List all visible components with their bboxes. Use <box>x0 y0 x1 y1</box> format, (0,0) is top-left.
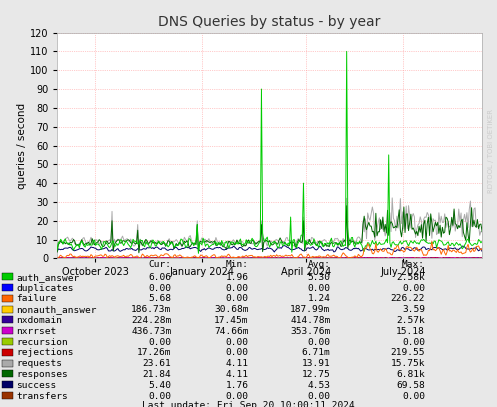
Text: 0.00: 0.00 <box>149 284 171 293</box>
Title: DNS Queries by status - by year: DNS Queries by status - by year <box>159 15 381 28</box>
Text: nonauth_answer: nonauth_answer <box>16 305 96 314</box>
Text: Min:: Min: <box>226 260 248 269</box>
Text: 17.26m: 17.26m <box>137 348 171 357</box>
Text: 414.78m: 414.78m <box>290 316 331 325</box>
Text: 12.75: 12.75 <box>302 370 331 379</box>
Text: 187.99m: 187.99m <box>290 305 331 314</box>
Y-axis label: queries / second: queries / second <box>17 103 27 188</box>
Text: 0.00: 0.00 <box>226 348 248 357</box>
Text: failure: failure <box>16 294 56 304</box>
Text: RDTOOL / TOBI OETIKER: RDTOOL / TOBI OETIKER <box>488 109 494 193</box>
Text: responses: responses <box>16 370 68 379</box>
Text: 6.71m: 6.71m <box>302 348 331 357</box>
Text: requests: requests <box>16 359 62 368</box>
Text: 2.58k: 2.58k <box>396 273 425 282</box>
Text: 1.24: 1.24 <box>308 294 331 304</box>
Text: 69.58: 69.58 <box>396 381 425 390</box>
Text: transfers: transfers <box>16 392 68 400</box>
Text: 6.81k: 6.81k <box>396 370 425 379</box>
Text: 1.96: 1.96 <box>226 273 248 282</box>
Text: 5.30: 5.30 <box>308 273 331 282</box>
Text: nxrrset: nxrrset <box>16 327 56 336</box>
Text: 15.75k: 15.75k <box>391 359 425 368</box>
Text: 4.11: 4.11 <box>226 359 248 368</box>
Text: 21.84: 21.84 <box>143 370 171 379</box>
Text: 0.00: 0.00 <box>308 337 331 347</box>
Text: 74.66m: 74.66m <box>214 327 248 336</box>
Text: 0.00: 0.00 <box>308 284 331 293</box>
Text: 0.00: 0.00 <box>402 284 425 293</box>
Text: nxdomain: nxdomain <box>16 316 62 325</box>
Text: success: success <box>16 381 56 390</box>
Text: 0.00: 0.00 <box>226 337 248 347</box>
Text: 0.00: 0.00 <box>402 392 425 400</box>
Text: Last update: Fri Sep 20 10:00:11 2024: Last update: Fri Sep 20 10:00:11 2024 <box>142 401 355 407</box>
Text: 0.00: 0.00 <box>149 337 171 347</box>
Text: recursion: recursion <box>16 337 68 347</box>
Text: 5.68: 5.68 <box>149 294 171 304</box>
Text: 15.18: 15.18 <box>396 327 425 336</box>
Text: 0.00: 0.00 <box>226 392 248 400</box>
Text: 30.68m: 30.68m <box>214 305 248 314</box>
Text: 0.00: 0.00 <box>308 392 331 400</box>
Text: Cur:: Cur: <box>149 260 171 269</box>
Text: 13.91: 13.91 <box>302 359 331 368</box>
Text: Avg:: Avg: <box>308 260 331 269</box>
Text: 3.59: 3.59 <box>402 305 425 314</box>
Text: 219.55: 219.55 <box>391 348 425 357</box>
Text: 4.11: 4.11 <box>226 370 248 379</box>
Text: 2.57k: 2.57k <box>396 316 425 325</box>
Text: 17.45m: 17.45m <box>214 316 248 325</box>
Text: 226.22: 226.22 <box>391 294 425 304</box>
Text: rejections: rejections <box>16 348 74 357</box>
Text: 0.00: 0.00 <box>226 294 248 304</box>
Text: 23.61: 23.61 <box>143 359 171 368</box>
Text: 353.76m: 353.76m <box>290 327 331 336</box>
Text: 1.76: 1.76 <box>226 381 248 390</box>
Text: 4.53: 4.53 <box>308 381 331 390</box>
Text: 0.00: 0.00 <box>149 392 171 400</box>
Text: 0.00: 0.00 <box>226 284 248 293</box>
Text: duplicates: duplicates <box>16 284 74 293</box>
Text: Max:: Max: <box>402 260 425 269</box>
Text: 224.28m: 224.28m <box>131 316 171 325</box>
Text: 436.73m: 436.73m <box>131 327 171 336</box>
Text: 5.40: 5.40 <box>149 381 171 390</box>
Text: 6.06: 6.06 <box>149 273 171 282</box>
Text: auth_answer: auth_answer <box>16 273 79 282</box>
Text: 186.73m: 186.73m <box>131 305 171 314</box>
Text: 0.00: 0.00 <box>402 337 425 347</box>
